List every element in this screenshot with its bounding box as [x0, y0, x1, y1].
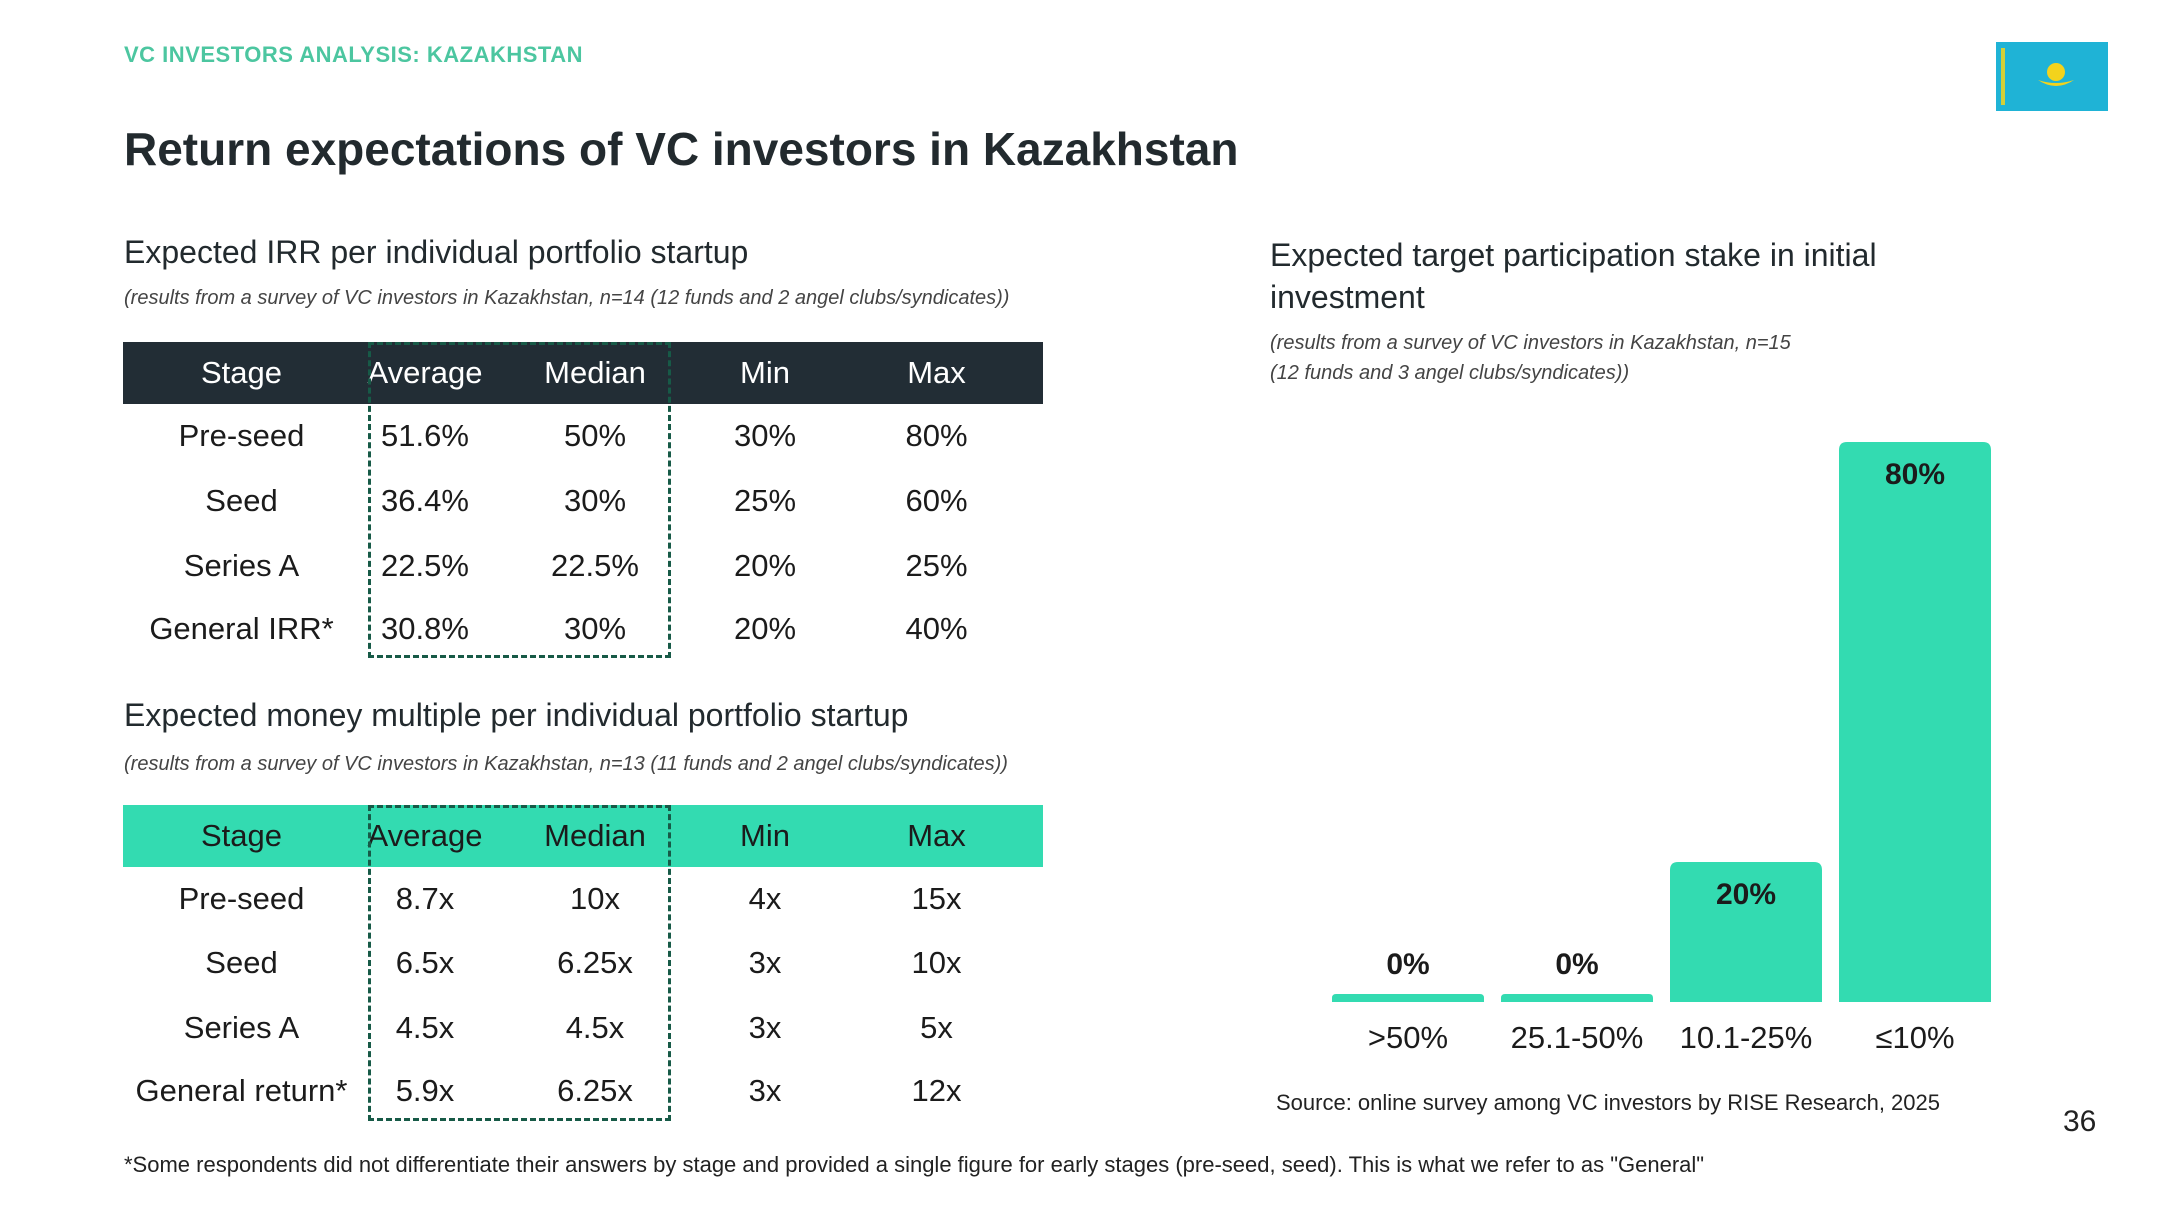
irr-cell: Seed — [205, 483, 278, 518]
multiple-cell: 6.25x — [557, 1073, 633, 1108]
multiple-header-row: Stage Average Median Min Max — [123, 805, 1043, 867]
stake-heading-line1: Expected target participation stake in i… — [1270, 237, 1877, 273]
irr-col-min: Min — [700, 342, 830, 404]
bar-1 — [1501, 994, 1653, 1002]
multiple-cell: 5x — [920, 1010, 953, 1045]
irr-cell: 80% — [905, 418, 968, 453]
multiple-col-median: Median — [490, 805, 700, 867]
irr-table: Stage Average Median Min Max Pre-seed 51… — [123, 342, 1043, 660]
irr-cell: General IRR* — [149, 611, 334, 646]
irr-cell: 22.5% — [551, 548, 639, 583]
multiple-cell: 3x — [748, 1073, 782, 1108]
irr-cell: 40% — [905, 611, 968, 646]
multiple-cell: 4.5x — [395, 1010, 455, 1045]
irr-cell: 30% — [733, 418, 797, 453]
irr-cell: Pre-seed — [178, 418, 305, 453]
irr-cell: 51.6% — [381, 418, 469, 453]
irr-highlight-box — [368, 342, 671, 658]
page-number: 36 — [2063, 1105, 2097, 1138]
footnote: *Some respondents did not differentiate … — [124, 1152, 1705, 1177]
multiple-table: Stage Average Median Min Max Pre-seed 8.… — [123, 805, 1043, 1121]
multiple-cell: 12x — [911, 1073, 962, 1108]
multiple-heading: Expected money multiple per individual p… — [124, 697, 909, 733]
irr-cell: 20% — [733, 611, 797, 646]
multiple-col-min: Min — [700, 805, 830, 867]
stake-bar-chart: 0% 0% 20% 80% >50% 25.1-50% 10.1-25% ≤10% — [1332, 442, 1991, 1055]
multiple-cell: 6.5x — [395, 945, 455, 980]
irr-col-average: Average — [360, 342, 490, 404]
multiple-cell: 3x — [748, 945, 782, 980]
bar-2 — [1670, 862, 1822, 1002]
source-note: Source: online survey among VC investors… — [1276, 1090, 1940, 1115]
eyebrow-label: VC INVESTORS ANALYSIS: KAZAKHSTAN — [124, 42, 583, 67]
multiple-cell: 10x — [570, 881, 620, 916]
irr-cell: 20% — [733, 548, 797, 583]
table-row: Pre-seed 51.6% 50% 30% 80% — [123, 404, 1043, 468]
irr-cell: 36.4% — [381, 483, 469, 518]
irr-col-stage: Stage — [123, 342, 360, 404]
multiple-cell: 4.5x — [565, 1010, 625, 1045]
x-label-0: >50% — [1368, 1020, 1448, 1055]
multiple-cell: General return* — [135, 1073, 348, 1108]
irr-cell: Series A — [183, 548, 300, 583]
multiple-cell: 3x — [748, 1010, 782, 1045]
kazakhstan-flag-icon — [1996, 42, 2108, 111]
flag-graphic — [1996, 42, 2108, 111]
irr-cell: 30% — [563, 483, 627, 518]
table-row: General IRR* 30.8% 30% 20% 40% — [123, 598, 1043, 660]
multiple-col-stage: Stage — [123, 805, 360, 867]
multiple-cell: 15x — [911, 881, 962, 916]
table-row: Pre-seed 8.7x 10x 4x 15x — [123, 867, 1043, 931]
multiple-cell: 8.7x — [395, 881, 455, 916]
chart-x-labels: >50% 25.1-50% 10.1-25% ≤10% — [1368, 1020, 1955, 1055]
irr-col-median: Median — [490, 342, 700, 404]
multiple-cell: Series A — [183, 1010, 300, 1045]
table-row: General return* 5.9x 6.25x 3x 12x — [123, 1061, 1043, 1121]
data-label-1: 0% — [1555, 948, 1598, 981]
multiple-highlight-box — [368, 805, 671, 1121]
stake-heading-line2: investment — [1270, 279, 1425, 315]
multiple-cell: 5.9x — [395, 1073, 455, 1108]
multiple-cell: Seed — [205, 945, 278, 980]
x-label-3: ≤10% — [1875, 1020, 1954, 1055]
multiple-col-max: Max — [830, 805, 1043, 867]
irr-cell: 30.8% — [381, 611, 469, 646]
stake-note-line2: (12 funds and 3 angel clubs/syndicates)) — [1270, 362, 1630, 384]
irr-col-max: Max — [830, 342, 1043, 404]
irr-cell: 60% — [905, 483, 968, 518]
bar-3 — [1839, 442, 1991, 1002]
x-label-1: 25.1-50% — [1511, 1020, 1644, 1055]
table-row: Seed 6.5x 6.25x 3x 10x — [123, 931, 1043, 995]
table-row: Seed 36.4% 30% 25% 60% — [123, 468, 1043, 534]
page-title: Return expectations of VC investors in K… — [124, 123, 1239, 175]
irr-cell: 25% — [905, 548, 968, 583]
table-row: Series A 22.5% 22.5% 20% 25% — [123, 534, 1043, 598]
data-label-0: 0% — [1386, 948, 1429, 981]
data-label-2: 20% — [1716, 878, 1776, 911]
multiple-cell: Pre-seed — [178, 881, 305, 916]
irr-header-row: Stage Average Median Min Max — [123, 342, 1043, 404]
table-row: Series A 4.5x 4.5x 3x 5x — [123, 995, 1043, 1061]
irr-cell: 50% — [563, 418, 627, 453]
x-label-2: 10.1-25% — [1680, 1020, 1813, 1055]
multiple-cell: 6.25x — [557, 945, 633, 980]
data-label-3: 80% — [1885, 458, 1945, 491]
chart-bars — [1332, 442, 1991, 1002]
irr-cell: 30% — [563, 611, 627, 646]
irr-cell: 25% — [733, 483, 797, 518]
irr-cell: 22.5% — [381, 548, 469, 583]
multiple-cell: 10x — [911, 945, 962, 980]
bar-0 — [1332, 994, 1484, 1002]
multiple-note: (results from a survey of VC investors i… — [124, 753, 1008, 775]
multiple-col-average: Average — [360, 805, 490, 867]
stake-heading: Expected target participation stake in i… — [1270, 234, 1877, 318]
irr-note: (results from a survey of VC investors i… — [124, 287, 1010, 309]
multiple-cell: 4x — [748, 881, 782, 916]
chart-data-labels: 0% 0% 20% 80% — [1386, 458, 1945, 981]
irr-heading: Expected IRR per individual portfolio st… — [124, 234, 749, 270]
stake-note-line1: (results from a survey of VC investors i… — [1270, 332, 1791, 354]
stake-note: (results from a survey of VC investors i… — [1270, 328, 1791, 388]
